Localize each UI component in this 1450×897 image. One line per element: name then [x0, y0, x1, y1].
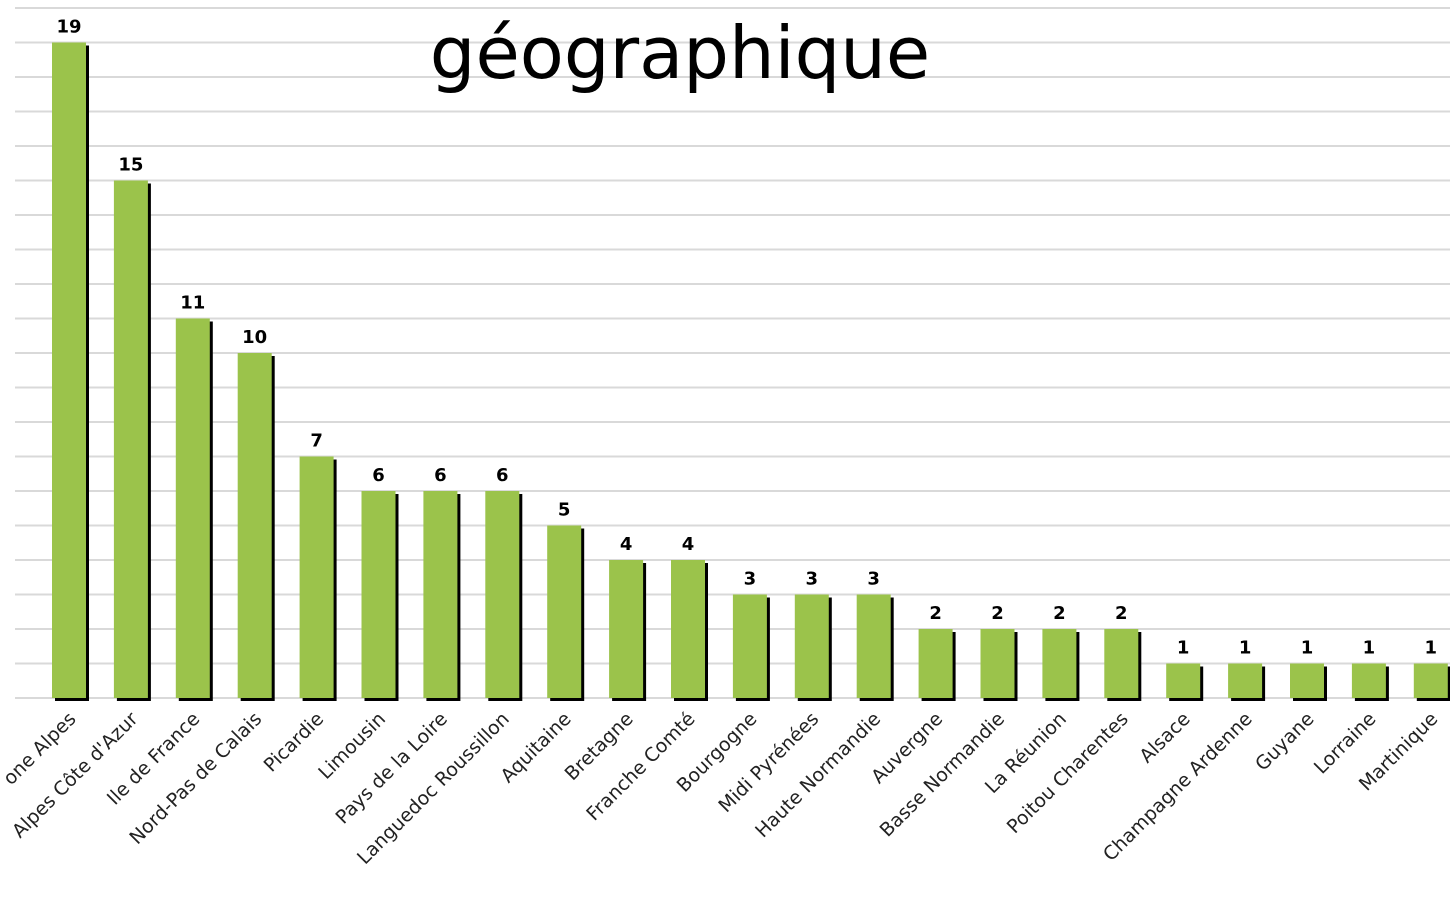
x-tick-label: Pays de la Loire — [331, 708, 452, 829]
value-label: 15 — [118, 155, 143, 176]
bar — [856, 594, 891, 698]
value-label: 1 — [1425, 638, 1438, 659]
bar — [1042, 629, 1077, 698]
bar — [361, 491, 396, 698]
value-label: 6 — [372, 465, 385, 486]
value-label: 3 — [744, 569, 757, 590]
value-label: 1 — [1363, 638, 1376, 659]
value-label: 1 — [1239, 638, 1252, 659]
bar — [732, 594, 767, 698]
bar — [609, 560, 644, 698]
value-label: 5 — [558, 500, 571, 521]
value-label: 2 — [1115, 603, 1128, 624]
bar — [671, 560, 705, 698]
bar — [1413, 663, 1448, 698]
bar — [175, 318, 210, 698]
value-label: 3 — [806, 569, 819, 590]
bar — [980, 629, 1015, 698]
x-tick-label: Guyane — [1251, 708, 1318, 775]
bar — [423, 491, 458, 698]
value-label: 2 — [1053, 603, 1066, 624]
value-label: 4 — [620, 534, 633, 555]
bar — [1351, 663, 1386, 698]
bar — [299, 456, 334, 698]
bar — [794, 594, 829, 698]
bar — [918, 629, 953, 698]
value-label: 1 — [1301, 638, 1314, 659]
x-tick-label: Poitou Charentes — [1003, 708, 1133, 838]
bar — [547, 525, 582, 698]
bar — [113, 180, 148, 698]
x-tick-label: Franche Comté — [582, 708, 699, 825]
value-label: 1 — [1177, 638, 1190, 659]
value-label: 6 — [496, 465, 509, 486]
bar — [52, 42, 86, 698]
bar — [1228, 663, 1263, 698]
bar — [1166, 663, 1201, 698]
value-label: 6 — [434, 465, 447, 486]
chart-title: géographique — [430, 11, 930, 95]
bar — [1290, 663, 1324, 698]
value-label: 3 — [867, 569, 880, 590]
bar — [1104, 629, 1139, 698]
value-label: 11 — [180, 293, 205, 314]
x-tick-label: Alsace — [1135, 708, 1194, 767]
value-label: 7 — [310, 431, 323, 452]
bar — [485, 491, 520, 698]
value-label: 4 — [682, 534, 695, 555]
value-label: 2 — [991, 603, 1004, 624]
bar — [237, 353, 272, 698]
value-label: 10 — [242, 327, 267, 348]
value-label: 19 — [56, 17, 81, 38]
value-label: 2 — [929, 603, 942, 624]
